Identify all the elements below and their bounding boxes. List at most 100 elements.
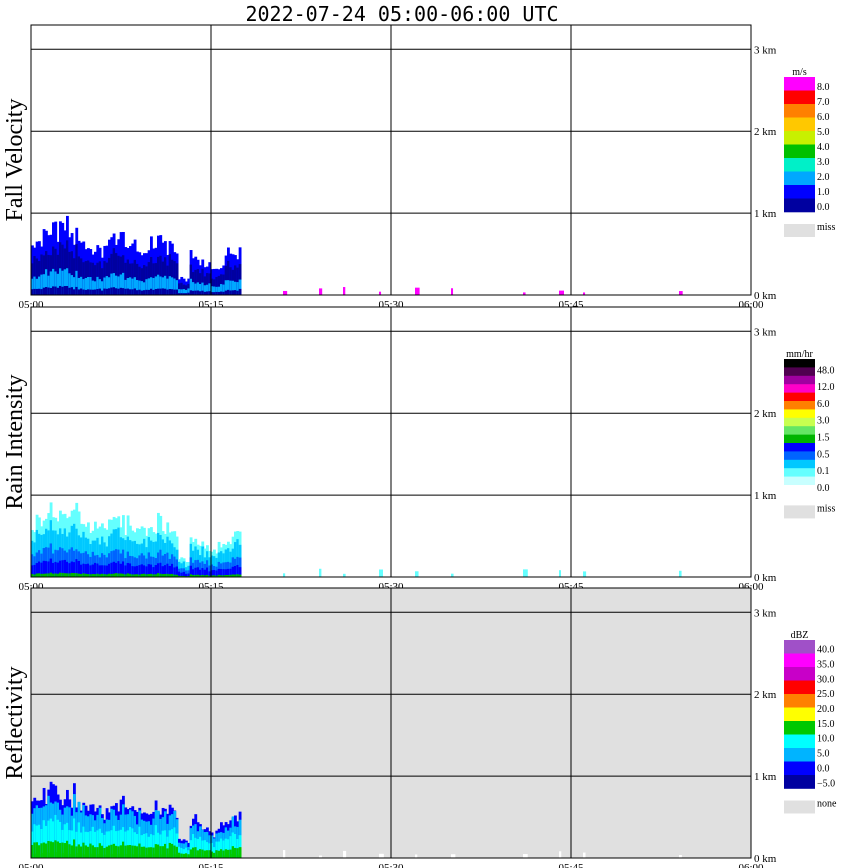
echo-cell [201, 849, 205, 858]
echo-cell [210, 575, 214, 577]
echo-cell [38, 573, 41, 577]
echo-cell [117, 830, 121, 858]
echo-cell [192, 854, 195, 858]
echo-cell [136, 854, 139, 858]
echo-cell [159, 573, 163, 577]
echo-cell [192, 569, 195, 577]
echo-cell [54, 286, 58, 295]
echo-cell [147, 278, 151, 295]
echo-cell [215, 855, 219, 858]
echo-cell [224, 575, 228, 577]
echo-cell [164, 854, 167, 858]
echo-cell [84, 573, 88, 577]
echo-cell [40, 274, 44, 295]
echo-cell [52, 573, 55, 577]
echo-cell [70, 561, 74, 577]
echo-cell [227, 568, 230, 577]
echo-cell [182, 849, 186, 858]
echo-cell [203, 285, 207, 295]
echo-cell [73, 562, 76, 577]
echo-cell [210, 851, 214, 858]
echo-cell [220, 855, 223, 858]
echo-cell [185, 289, 188, 295]
echo-cell [112, 248, 116, 295]
echo-cell [66, 822, 69, 858]
y-axis-label: Reflectivity [2, 666, 28, 779]
sparse-return [523, 569, 528, 577]
echo-cell [91, 853, 95, 858]
echo-cell [192, 574, 195, 577]
echo-cell [103, 854, 107, 858]
echo-cell [192, 290, 195, 295]
echo-cell [227, 855, 230, 858]
colorbar-swatch [784, 485, 815, 494]
echo-cell [164, 573, 167, 577]
echo-cell [171, 843, 174, 858]
echo-cell [105, 831, 109, 858]
colorbar-label: 5.0 [817, 127, 830, 138]
echo-cell [101, 854, 104, 858]
echo-cell [73, 839, 76, 858]
echo-cell [35, 842, 39, 858]
echo-cell [119, 563, 123, 577]
echo-cell [217, 568, 221, 577]
echo-cell [108, 854, 111, 858]
echo-cell [126, 259, 130, 295]
echo-cell [61, 244, 65, 295]
figure-title: 2022-07-24 05:00-06:00 UTC [245, 2, 558, 26]
echo-cell [150, 854, 153, 858]
colorbar-swatch [784, 131, 815, 145]
echo-cell [129, 289, 132, 295]
echo-cell [236, 267, 240, 295]
echo-cell [133, 574, 137, 577]
echo-cell [145, 847, 149, 858]
echo-cell [203, 291, 207, 295]
echo-cell [166, 563, 170, 577]
echo-cell [164, 288, 167, 295]
echo-cell [75, 244, 79, 295]
echo-cell [213, 847, 216, 858]
echo-cell [31, 565, 34, 577]
echo-cell [56, 562, 60, 577]
echo-cell [31, 289, 34, 295]
echo-cell [159, 255, 163, 295]
echo-cell [82, 262, 86, 295]
y-tick-label: 0 km [754, 853, 777, 865]
echo-cell [75, 831, 79, 858]
echo-cell [80, 288, 83, 295]
echo-cell [33, 842, 37, 858]
echo-cell [40, 573, 44, 577]
echo-cell [103, 834, 107, 858]
echo-cell [173, 567, 177, 577]
echo-cell [217, 291, 221, 295]
colorbar-swatch [784, 748, 815, 762]
echo-cell [117, 573, 121, 577]
echo-cell [54, 573, 58, 577]
echo-cell [56, 841, 60, 858]
echo-cell [68, 853, 72, 858]
colorbar-unit: mm/hr [786, 349, 813, 360]
sparse-return [559, 290, 564, 295]
echo-cell [201, 574, 205, 577]
sparse-return [451, 288, 454, 295]
echo-cell [180, 289, 184, 295]
echo-cell [138, 574, 142, 577]
echo-cell [82, 853, 86, 858]
echo-cell [87, 832, 90, 858]
echo-cell [68, 844, 72, 858]
echo-cell [66, 240, 69, 295]
echo-cell [145, 855, 149, 858]
colorbar-label: 0.0 [817, 202, 830, 213]
colorbar-label: 12.0 [817, 382, 835, 393]
echo-cell [220, 838, 223, 858]
echo-cell [229, 574, 233, 577]
echo-cell [136, 290, 139, 295]
echo-cell [47, 852, 51, 858]
echo-cell [224, 569, 228, 577]
echo-cell [82, 279, 86, 295]
echo-cell [133, 832, 137, 858]
echo-cell [234, 566, 237, 577]
echo-cell [196, 850, 200, 858]
echo-cell [70, 845, 74, 858]
